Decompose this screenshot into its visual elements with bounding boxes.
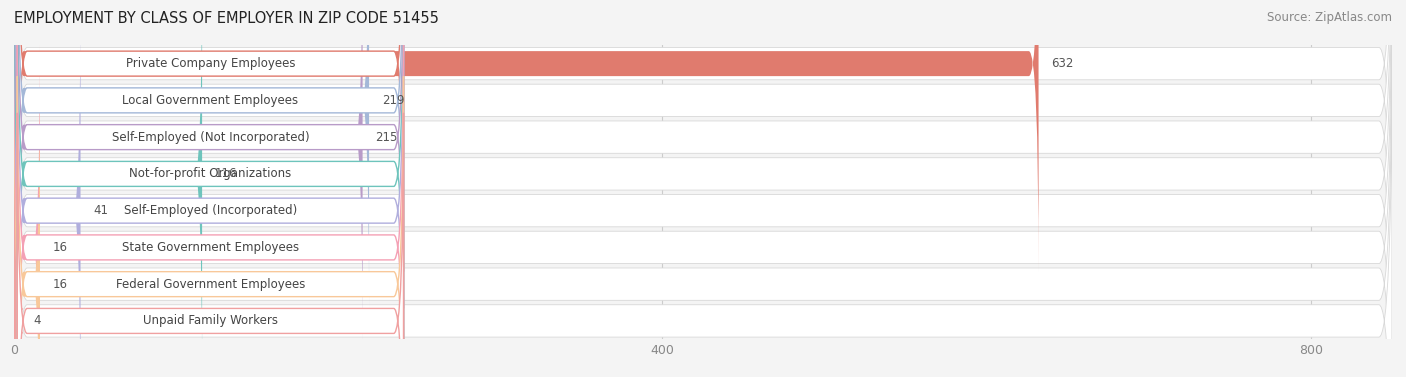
Text: State Government Employees: State Government Employees [122, 241, 299, 254]
FancyBboxPatch shape [17, 3, 404, 377]
Text: Local Government Employees: Local Government Employees [122, 94, 298, 107]
FancyBboxPatch shape [17, 0, 404, 272]
Text: Private Company Employees: Private Company Employees [125, 57, 295, 70]
FancyBboxPatch shape [14, 0, 202, 377]
FancyBboxPatch shape [17, 39, 404, 377]
FancyBboxPatch shape [14, 76, 39, 377]
FancyBboxPatch shape [14, 0, 1392, 377]
FancyBboxPatch shape [17, 0, 404, 345]
FancyBboxPatch shape [14, 0, 1392, 377]
Text: Self-Employed (Incorporated): Self-Employed (Incorporated) [124, 204, 297, 217]
FancyBboxPatch shape [17, 113, 404, 377]
Text: Federal Government Employees: Federal Government Employees [115, 278, 305, 291]
Text: Source: ZipAtlas.com: Source: ZipAtlas.com [1267, 11, 1392, 24]
Text: EMPLOYMENT BY CLASS OF EMPLOYER IN ZIP CODE 51455: EMPLOYMENT BY CLASS OF EMPLOYER IN ZIP C… [14, 11, 439, 26]
FancyBboxPatch shape [14, 0, 1392, 377]
Text: Not-for-profit Organizations: Not-for-profit Organizations [129, 167, 291, 180]
Text: 4: 4 [34, 314, 41, 327]
FancyBboxPatch shape [14, 3, 80, 377]
Text: Unpaid Family Workers: Unpaid Family Workers [143, 314, 278, 327]
FancyBboxPatch shape [17, 76, 404, 377]
Text: 16: 16 [53, 278, 67, 291]
FancyBboxPatch shape [14, 0, 1392, 377]
Text: 632: 632 [1052, 57, 1074, 70]
FancyBboxPatch shape [14, 43, 1392, 377]
FancyBboxPatch shape [14, 39, 39, 377]
Text: Self-Employed (Not Incorporated): Self-Employed (Not Incorporated) [111, 131, 309, 144]
FancyBboxPatch shape [14, 6, 1392, 377]
Text: 215: 215 [375, 131, 398, 144]
FancyBboxPatch shape [14, 0, 363, 345]
FancyBboxPatch shape [17, 0, 404, 308]
FancyBboxPatch shape [17, 0, 404, 377]
Text: 16: 16 [53, 241, 67, 254]
Text: 219: 219 [382, 94, 405, 107]
FancyBboxPatch shape [11, 113, 24, 377]
FancyBboxPatch shape [14, 0, 1392, 377]
FancyBboxPatch shape [14, 0, 368, 308]
FancyBboxPatch shape [14, 0, 1039, 272]
Text: 41: 41 [93, 204, 108, 217]
FancyBboxPatch shape [14, 0, 1392, 342]
Text: 116: 116 [215, 167, 238, 180]
